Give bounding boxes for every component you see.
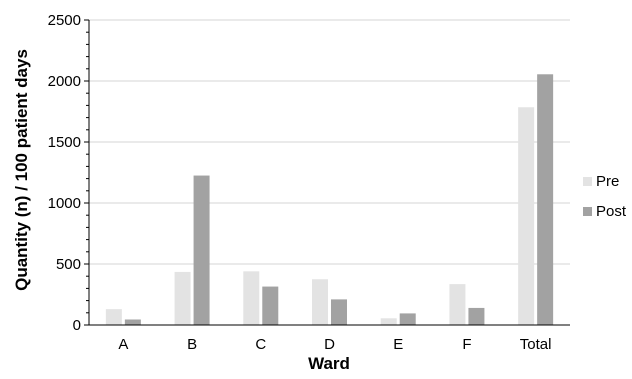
- legend: Pre Post: [583, 173, 627, 220]
- x-tick-label: C: [255, 336, 266, 353]
- bar-pre-f: [449, 284, 466, 325]
- legend-swatch-pre: [583, 177, 592, 186]
- bar-pre-d: [312, 279, 328, 325]
- y-tick-label: 500: [56, 256, 81, 273]
- y-axis-title: Quantity (n) / 100 patient days: [12, 49, 31, 291]
- x-tick-label: Total: [520, 336, 552, 353]
- bars: [105, 74, 554, 325]
- legend-label-post: Post: [596, 203, 627, 220]
- bar-post-e: [399, 313, 416, 325]
- y-tick-label: 2500: [48, 12, 81, 29]
- bar-pre-total: [518, 107, 535, 325]
- y-tick-label: 0: [73, 317, 81, 334]
- x-tick-label: A: [118, 336, 128, 353]
- gridlines: [89, 19, 570, 265]
- x-tick-label: E: [393, 336, 403, 353]
- x-tick-label: F: [462, 336, 471, 353]
- bar-post-total: [537, 74, 554, 325]
- x-axis-title: Ward: [308, 354, 350, 373]
- tick-labels: 0 500 1000 1500 2000 2500 A B C D E F Total: [48, 12, 552, 353]
- bar-post-b: [193, 175, 210, 325]
- legend-swatch-post: [583, 207, 592, 216]
- y-tick-label: 1000: [48, 195, 81, 212]
- bar-pre-c: [243, 271, 260, 325]
- y-tick-label: 1500: [48, 134, 81, 151]
- x-tick-label: D: [324, 336, 335, 353]
- bar-post-f: [468, 307, 485, 325]
- bar-post-d: [331, 299, 347, 325]
- x-tick-label: B: [187, 336, 197, 353]
- bar-pre-a: [105, 309, 122, 325]
- bar-post-a: [124, 319, 141, 325]
- bar-pre-b: [174, 271, 191, 325]
- bar-pre-e: [380, 318, 397, 325]
- y-tick-label: 2000: [48, 73, 81, 90]
- bar-post-c: [262, 286, 279, 325]
- legend-label-pre: Pre: [596, 173, 619, 190]
- axes: [84, 19, 570, 326]
